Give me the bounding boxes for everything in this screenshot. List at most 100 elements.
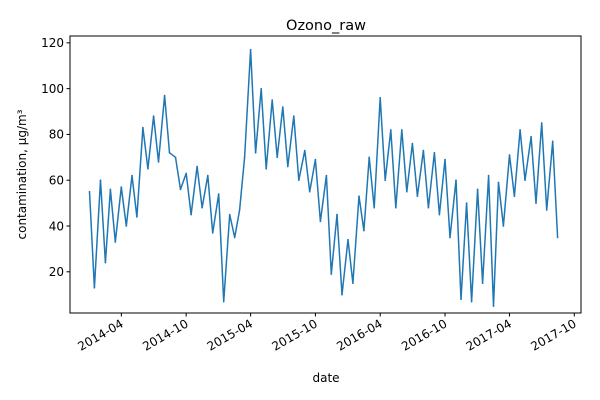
y-tick-label: 40 bbox=[49, 219, 64, 233]
data-point bbox=[524, 179, 526, 181]
data-point bbox=[152, 115, 155, 117]
data-point bbox=[238, 209, 241, 211]
data-point bbox=[384, 179, 387, 181]
data-point bbox=[190, 213, 192, 216]
data-point bbox=[293, 115, 295, 117]
data-point bbox=[481, 282, 484, 285]
data-point bbox=[325, 174, 328, 177]
data-point bbox=[233, 236, 236, 239]
x-axis-title: date bbox=[312, 371, 339, 385]
data-point bbox=[513, 195, 516, 197]
data-point bbox=[136, 216, 138, 218]
data-point bbox=[222, 300, 225, 303]
data-point bbox=[174, 156, 177, 159]
data-point bbox=[249, 48, 252, 51]
y-tick-label: 20 bbox=[49, 265, 64, 279]
data-point bbox=[287, 165, 289, 168]
data-point bbox=[551, 140, 554, 143]
data-point bbox=[535, 202, 537, 204]
data-point bbox=[104, 261, 107, 264]
y-tick-label: 60 bbox=[49, 174, 64, 188]
data-point bbox=[217, 193, 220, 195]
data-point bbox=[438, 213, 441, 216]
data-point bbox=[314, 158, 317, 161]
data-point bbox=[465, 202, 468, 204]
data-point bbox=[142, 126, 144, 129]
data-point bbox=[271, 99, 274, 101]
data-point bbox=[120, 186, 123, 188]
plot-area bbox=[88, 48, 559, 307]
data-point bbox=[260, 87, 263, 90]
data-point bbox=[308, 190, 311, 193]
data-point bbox=[157, 161, 160, 163]
data-point bbox=[497, 181, 500, 184]
data-point bbox=[444, 158, 446, 161]
data-point bbox=[228, 213, 231, 216]
data-point bbox=[254, 152, 257, 154]
data-point bbox=[363, 229, 365, 232]
data-point bbox=[304, 149, 306, 152]
data-point bbox=[545, 209, 548, 211]
data-point bbox=[99, 179, 102, 181]
data-point bbox=[433, 152, 436, 154]
data-point bbox=[211, 232, 214, 234]
data-point bbox=[368, 156, 371, 159]
data-point bbox=[196, 165, 198, 168]
data-point bbox=[449, 236, 451, 239]
y-axis-title: contamination, µg/m³ bbox=[15, 109, 29, 239]
data-point bbox=[427, 206, 430, 209]
data-point bbox=[207, 174, 209, 177]
data-point bbox=[508, 154, 511, 156]
data-point bbox=[540, 122, 543, 124]
data-point bbox=[556, 236, 559, 239]
data-point bbox=[422, 149, 425, 152]
data-point bbox=[201, 206, 203, 209]
data-point bbox=[492, 305, 495, 307]
data-point bbox=[455, 179, 457, 181]
data-point bbox=[114, 241, 117, 243]
data-point bbox=[179, 188, 182, 191]
data-point bbox=[352, 282, 354, 285]
data-point bbox=[131, 174, 133, 177]
chart-title: Ozono_raw bbox=[286, 18, 366, 34]
data-point bbox=[406, 190, 408, 193]
y-tick-label: 120 bbox=[41, 36, 64, 50]
data-point bbox=[460, 298, 462, 301]
data-point bbox=[163, 94, 166, 97]
data-point bbox=[470, 300, 473, 303]
data-point bbox=[373, 206, 376, 209]
data-point bbox=[168, 152, 171, 154]
data-point bbox=[109, 188, 112, 191]
data-point bbox=[319, 220, 322, 223]
data-point bbox=[401, 129, 403, 131]
data-point bbox=[276, 156, 279, 159]
data-point bbox=[476, 188, 479, 191]
data-point bbox=[93, 287, 96, 289]
data-point bbox=[379, 97, 382, 99]
series-line bbox=[88, 48, 559, 307]
data-point bbox=[347, 238, 349, 241]
data-point bbox=[519, 129, 521, 131]
data-point bbox=[282, 106, 284, 108]
data-point bbox=[243, 156, 246, 159]
data-point bbox=[530, 135, 532, 138]
data-point bbox=[336, 213, 338, 216]
data-point bbox=[487, 174, 490, 177]
data-point bbox=[341, 293, 343, 296]
data-point bbox=[502, 225, 505, 227]
data-point bbox=[88, 190, 91, 193]
data-point bbox=[416, 195, 419, 197]
data-point bbox=[330, 273, 333, 275]
data-point bbox=[358, 195, 360, 197]
data-point bbox=[298, 179, 300, 181]
data-point bbox=[411, 142, 414, 145]
plot-frame bbox=[69, 35, 582, 314]
data-point bbox=[265, 168, 268, 170]
data-point bbox=[390, 129, 392, 131]
y-tick-label: 100 bbox=[41, 82, 64, 96]
y-axis: 20 40 60 80 100 120 bbox=[41, 36, 70, 279]
y-tick-label: 80 bbox=[49, 128, 64, 142]
data-point bbox=[185, 172, 187, 175]
